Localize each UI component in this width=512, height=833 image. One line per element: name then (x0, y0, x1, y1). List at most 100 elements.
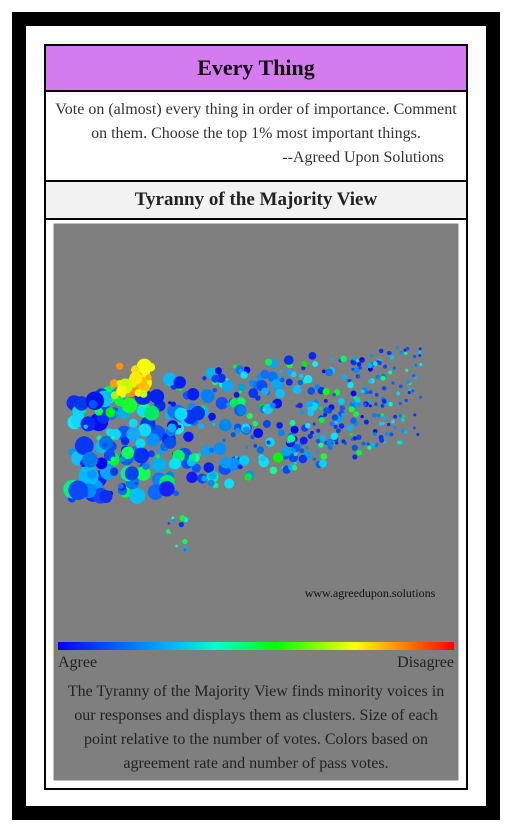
bubble (203, 462, 214, 473)
bubble (398, 384, 403, 389)
bubble (207, 479, 215, 487)
bubble (312, 360, 319, 368)
bubble (172, 519, 175, 522)
bubble (173, 490, 179, 497)
bubble (159, 480, 175, 497)
bubble (234, 427, 241, 434)
bubble (82, 451, 98, 468)
bubble-cloud (63, 345, 423, 552)
bubble (133, 447, 150, 464)
color-scale (58, 642, 454, 650)
bubble (124, 466, 139, 481)
bubble (347, 378, 352, 383)
bubble (381, 385, 387, 391)
bubble (322, 369, 326, 374)
bubble (368, 390, 373, 395)
bubble (221, 380, 234, 393)
bubble (105, 407, 116, 418)
bubble (208, 471, 217, 480)
bubble (222, 438, 226, 442)
bubble (315, 450, 320, 454)
bubble (351, 444, 358, 451)
bubble (307, 387, 316, 395)
bubble (208, 412, 216, 421)
bubble (234, 455, 238, 459)
bubble (178, 522, 184, 528)
bubble (186, 388, 200, 401)
bubble (377, 360, 382, 366)
bubble (388, 402, 393, 407)
bubble (147, 450, 155, 458)
bubble (232, 364, 238, 369)
bubble (169, 457, 182, 470)
bubble (299, 436, 308, 445)
bubble (352, 356, 357, 361)
bubble (400, 428, 405, 433)
bubble (289, 419, 296, 426)
bubble (80, 416, 96, 432)
bubble (271, 379, 281, 389)
bubble (135, 438, 146, 449)
bubble (238, 390, 243, 394)
bubble (406, 379, 411, 384)
bubble (239, 455, 250, 466)
bubble (230, 432, 236, 438)
bubble (353, 411, 359, 417)
bubble (191, 463, 201, 473)
bubble (322, 388, 330, 396)
bubble (351, 367, 355, 371)
bubble (215, 396, 229, 410)
bubble (279, 369, 283, 373)
bubble (318, 459, 327, 468)
bubble (245, 445, 249, 449)
bubble (413, 354, 417, 359)
bubble (121, 446, 135, 460)
bubble (355, 359, 359, 363)
bubble (178, 424, 182, 429)
bubble (250, 435, 255, 440)
bubble (146, 362, 156, 372)
bubble (299, 448, 305, 454)
bubble (326, 439, 334, 447)
bubble (414, 376, 418, 380)
bubble (74, 396, 89, 411)
bubble (312, 422, 316, 426)
bubble (188, 453, 197, 462)
bubble (374, 402, 378, 406)
bubble (379, 422, 383, 426)
bubble (142, 462, 150, 470)
bubble (312, 457, 316, 461)
description-text: Vote on (almost) every thing in order of… (55, 101, 457, 142)
bubble (348, 406, 355, 413)
bubble (114, 396, 125, 407)
bubble (201, 475, 208, 482)
watermark: www.agreedupon.solutions (305, 586, 436, 600)
bubble (413, 413, 417, 417)
bubble (366, 362, 373, 369)
bubble (314, 383, 320, 390)
bubble (411, 389, 415, 393)
bubble (318, 442, 324, 448)
bubble (307, 409, 315, 417)
bubble (297, 402, 303, 409)
bubble (367, 445, 372, 450)
bubble (389, 432, 394, 437)
view-title: Tyranny of the Majority View (46, 182, 466, 220)
bubble (360, 414, 364, 419)
bubble (149, 389, 165, 404)
bubble (360, 389, 365, 394)
bubble (398, 414, 402, 418)
bubble (262, 408, 266, 412)
bubble (168, 401, 172, 405)
bubble (408, 387, 412, 391)
bubble (279, 377, 285, 383)
bubble (68, 480, 88, 501)
bubble (391, 419, 395, 424)
bubble (392, 366, 396, 370)
bubble (275, 388, 285, 399)
bubble (277, 429, 285, 437)
bubble (289, 448, 296, 454)
bubble (373, 432, 377, 436)
bubble (352, 436, 358, 441)
bubble (214, 367, 223, 375)
